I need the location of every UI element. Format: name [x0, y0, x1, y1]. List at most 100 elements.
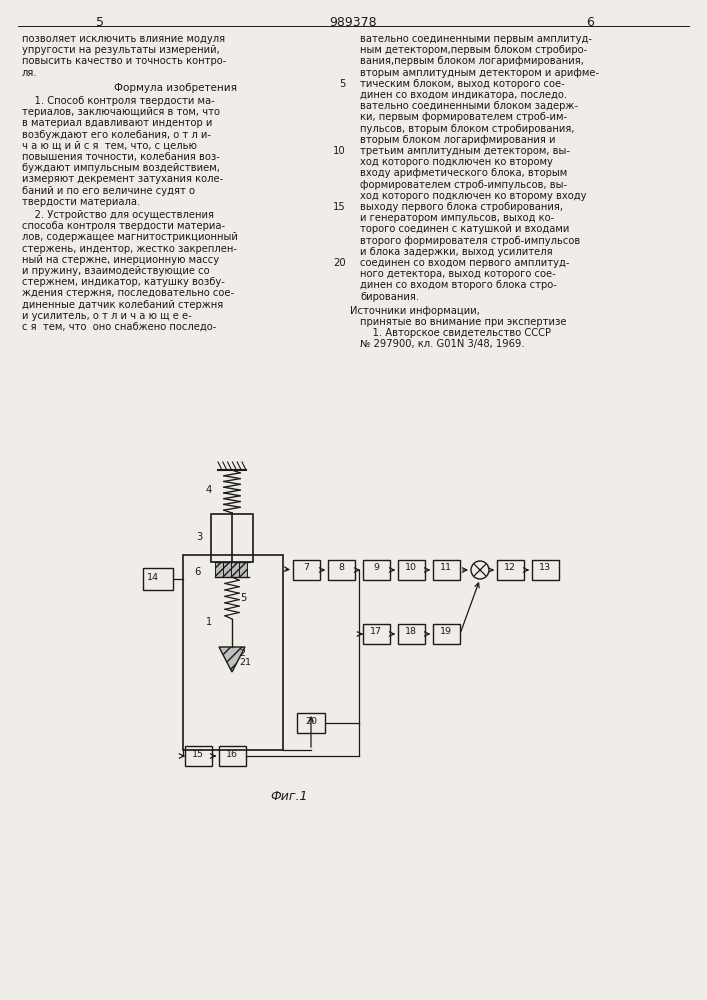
Text: и усилитель, о т л и ч а ю щ е е-: и усилитель, о т л и ч а ю щ е е-: [22, 311, 192, 321]
Bar: [231, 562, 239, 577]
Text: Фиг.1: Фиг.1: [270, 790, 308, 803]
Text: ного детектора, выход которого сое-: ного детектора, выход которого сое-: [360, 269, 556, 279]
Text: 1. Способ контроля твердости ма-: 1. Способ контроля твердости ма-: [22, 96, 215, 106]
Text: 21: 21: [239, 658, 251, 667]
Text: 16: 16: [226, 750, 238, 759]
Text: Источники информации,: Источники информации,: [350, 306, 480, 316]
Text: 1: 1: [206, 617, 212, 627]
Text: ный на стержне, инерционную массу: ный на стержне, инерционную массу: [22, 255, 219, 265]
Text: 5: 5: [96, 16, 104, 29]
Text: вания,первым блоком логарифмирования,: вания,первым блоком логарифмирования,: [360, 56, 584, 66]
Text: твердости материала.: твердости материала.: [22, 197, 140, 207]
Text: упругости на результаты измерений,: упругости на результаты измерений,: [22, 45, 220, 55]
Text: соединен со входом первого амплитуд-: соединен со входом первого амплитуд-: [360, 258, 570, 268]
Bar: [219, 746, 246, 766]
Text: в материал вдавливают индентор и: в материал вдавливают индентор и: [22, 118, 212, 128]
Text: 10: 10: [334, 146, 346, 156]
Text: ч а ю щ и й с я  тем, что, с целью: ч а ю щ и й с я тем, что, с целью: [22, 141, 197, 151]
Text: и пружину, взаимодействующие со: и пружину, взаимодействующие со: [22, 266, 209, 276]
Text: ля.: ля.: [22, 68, 37, 78]
Text: лов, содержащее магнитострикционный: лов, содержащее магнитострикционный: [22, 232, 238, 242]
Bar: [143, 568, 173, 590]
Text: 989378: 989378: [329, 16, 377, 29]
Text: 6: 6: [194, 567, 200, 577]
Text: повышения точности, колебания воз-: повышения точности, колебания воз-: [22, 152, 220, 162]
Text: ным детектором,первым блоком стробиро-: ным детектором,первым блоком стробиро-: [360, 45, 588, 55]
Text: позволяет исключить влияние модуля: позволяет исключить влияние модуля: [22, 34, 225, 44]
Bar: [223, 562, 231, 577]
Polygon shape: [219, 647, 245, 672]
Bar: [185, 746, 212, 766]
Bar: [433, 560, 460, 580]
Text: 8: 8: [338, 563, 344, 572]
Text: 2. Устройство для осуществления: 2. Устройство для осуществления: [22, 210, 214, 220]
Text: 11: 11: [440, 563, 452, 572]
Text: ждения стержня, последовательно сое-: ждения стержня, последовательно сое-: [22, 288, 234, 298]
Text: ход которого подключен ко второму: ход которого подключен ко второму: [360, 157, 553, 167]
Bar: [215, 562, 223, 577]
Text: динен со входом второго блока стро-: динен со входом второго блока стро-: [360, 280, 557, 290]
Bar: [398, 560, 425, 580]
Text: 4: 4: [206, 485, 212, 495]
Text: баний и по его величине судят о: баний и по его величине судят о: [22, 186, 195, 196]
Bar: [328, 560, 355, 580]
Text: 20: 20: [305, 717, 317, 726]
Text: 5: 5: [240, 593, 246, 603]
Text: ход которого подключен ко второму входу: ход которого подключен ко второму входу: [360, 191, 587, 201]
Text: и генератором импульсов, выход ко-: и генератором импульсов, выход ко-: [360, 213, 554, 223]
Text: 7: 7: [303, 563, 309, 572]
Text: 1. Авторское свидетельство СССР: 1. Авторское свидетельство СССР: [360, 328, 551, 338]
Text: повысить качество и точность контро-: повысить качество и точность контро-: [22, 56, 226, 66]
Text: 10: 10: [405, 563, 417, 572]
Text: измеряют декремент затухания коле-: измеряют декремент затухания коле-: [22, 174, 223, 184]
Text: пульсов, вторым блоком стробирования,: пульсов, вторым блоком стробирования,: [360, 124, 575, 134]
Bar: [211, 514, 253, 562]
Text: 3: 3: [196, 532, 202, 542]
Text: Формула изобретения: Формула изобретения: [114, 83, 237, 93]
Text: торого соединен с катушкой и входами: торого соединен с катушкой и входами: [360, 224, 569, 234]
Text: вательно соединенными первым амплитуд-: вательно соединенными первым амплитуд-: [360, 34, 592, 44]
Text: бирования.: бирования.: [360, 292, 419, 302]
Text: динен со входом индикатора, последо.: динен со входом индикатора, последо.: [360, 90, 567, 100]
Text: принятые во внимание при экспертизе: принятые во внимание при экспертизе: [360, 317, 566, 327]
Text: формирователем строб-импульсов, вы-: формирователем строб-импульсов, вы-: [360, 180, 567, 190]
Text: вательно соединенными блоком задерж-: вательно соединенными блоком задерж-: [360, 101, 578, 111]
Text: стержнем, индикатор, катушку возбу-: стержнем, индикатор, катушку возбу-: [22, 277, 225, 287]
Text: 12: 12: [504, 563, 516, 572]
Text: с я  тем, что  оно снабжено последо-: с я тем, что оно снабжено последо-: [22, 322, 216, 332]
Text: третьим амплитудным детектором, вы-: третьим амплитудным детектором, вы-: [360, 146, 570, 156]
Bar: [398, 624, 425, 644]
Text: буждают импульсным воздействием,: буждают импульсным воздействием,: [22, 163, 220, 173]
Text: № 297900, кл. G01N 3/48, 1969.: № 297900, кл. G01N 3/48, 1969.: [360, 339, 525, 349]
Text: 9: 9: [373, 563, 379, 572]
Text: 13: 13: [539, 563, 551, 572]
Text: 17: 17: [370, 627, 382, 636]
Text: 5: 5: [339, 79, 346, 89]
Text: вторым блоком логарифмирования и: вторым блоком логарифмирования и: [360, 135, 556, 145]
Text: и блока задержки, выход усилителя: и блока задержки, выход усилителя: [360, 247, 553, 257]
Text: 2: 2: [239, 649, 245, 658]
Bar: [363, 624, 390, 644]
Bar: [293, 560, 320, 580]
Text: 18: 18: [405, 627, 417, 636]
Bar: [497, 560, 524, 580]
Bar: [363, 560, 390, 580]
Text: стержень, индентор, жестко закреплен-: стержень, индентор, жестко закреплен-: [22, 244, 237, 254]
Bar: [183, 555, 283, 750]
Text: тическим блоком, выход которого сое-: тическим блоком, выход которого сое-: [360, 79, 565, 89]
Bar: [433, 624, 460, 644]
Text: 14: 14: [147, 573, 159, 582]
Text: второго формирователя строб-импульсов: второго формирователя строб-импульсов: [360, 236, 580, 246]
Text: входу арифметического блока, вторым: входу арифметического блока, вторым: [360, 168, 567, 178]
Bar: [297, 713, 325, 733]
Text: 6: 6: [586, 16, 594, 29]
Bar: [239, 562, 247, 577]
Text: выходу первого блока стробирования,: выходу первого блока стробирования,: [360, 202, 563, 212]
Text: 15: 15: [333, 202, 346, 212]
Text: териалов, заключающийся в том, что: териалов, заключающийся в том, что: [22, 107, 220, 117]
Text: диненные датчик колебаний стержня: диненные датчик колебаний стержня: [22, 300, 223, 310]
Text: способа контроля твердости материа-: способа контроля твердости материа-: [22, 221, 225, 231]
Bar: [532, 560, 559, 580]
Text: возбуждают его колебания, о т л и-: возбуждают его колебания, о т л и-: [22, 130, 211, 140]
Text: 19: 19: [440, 627, 452, 636]
